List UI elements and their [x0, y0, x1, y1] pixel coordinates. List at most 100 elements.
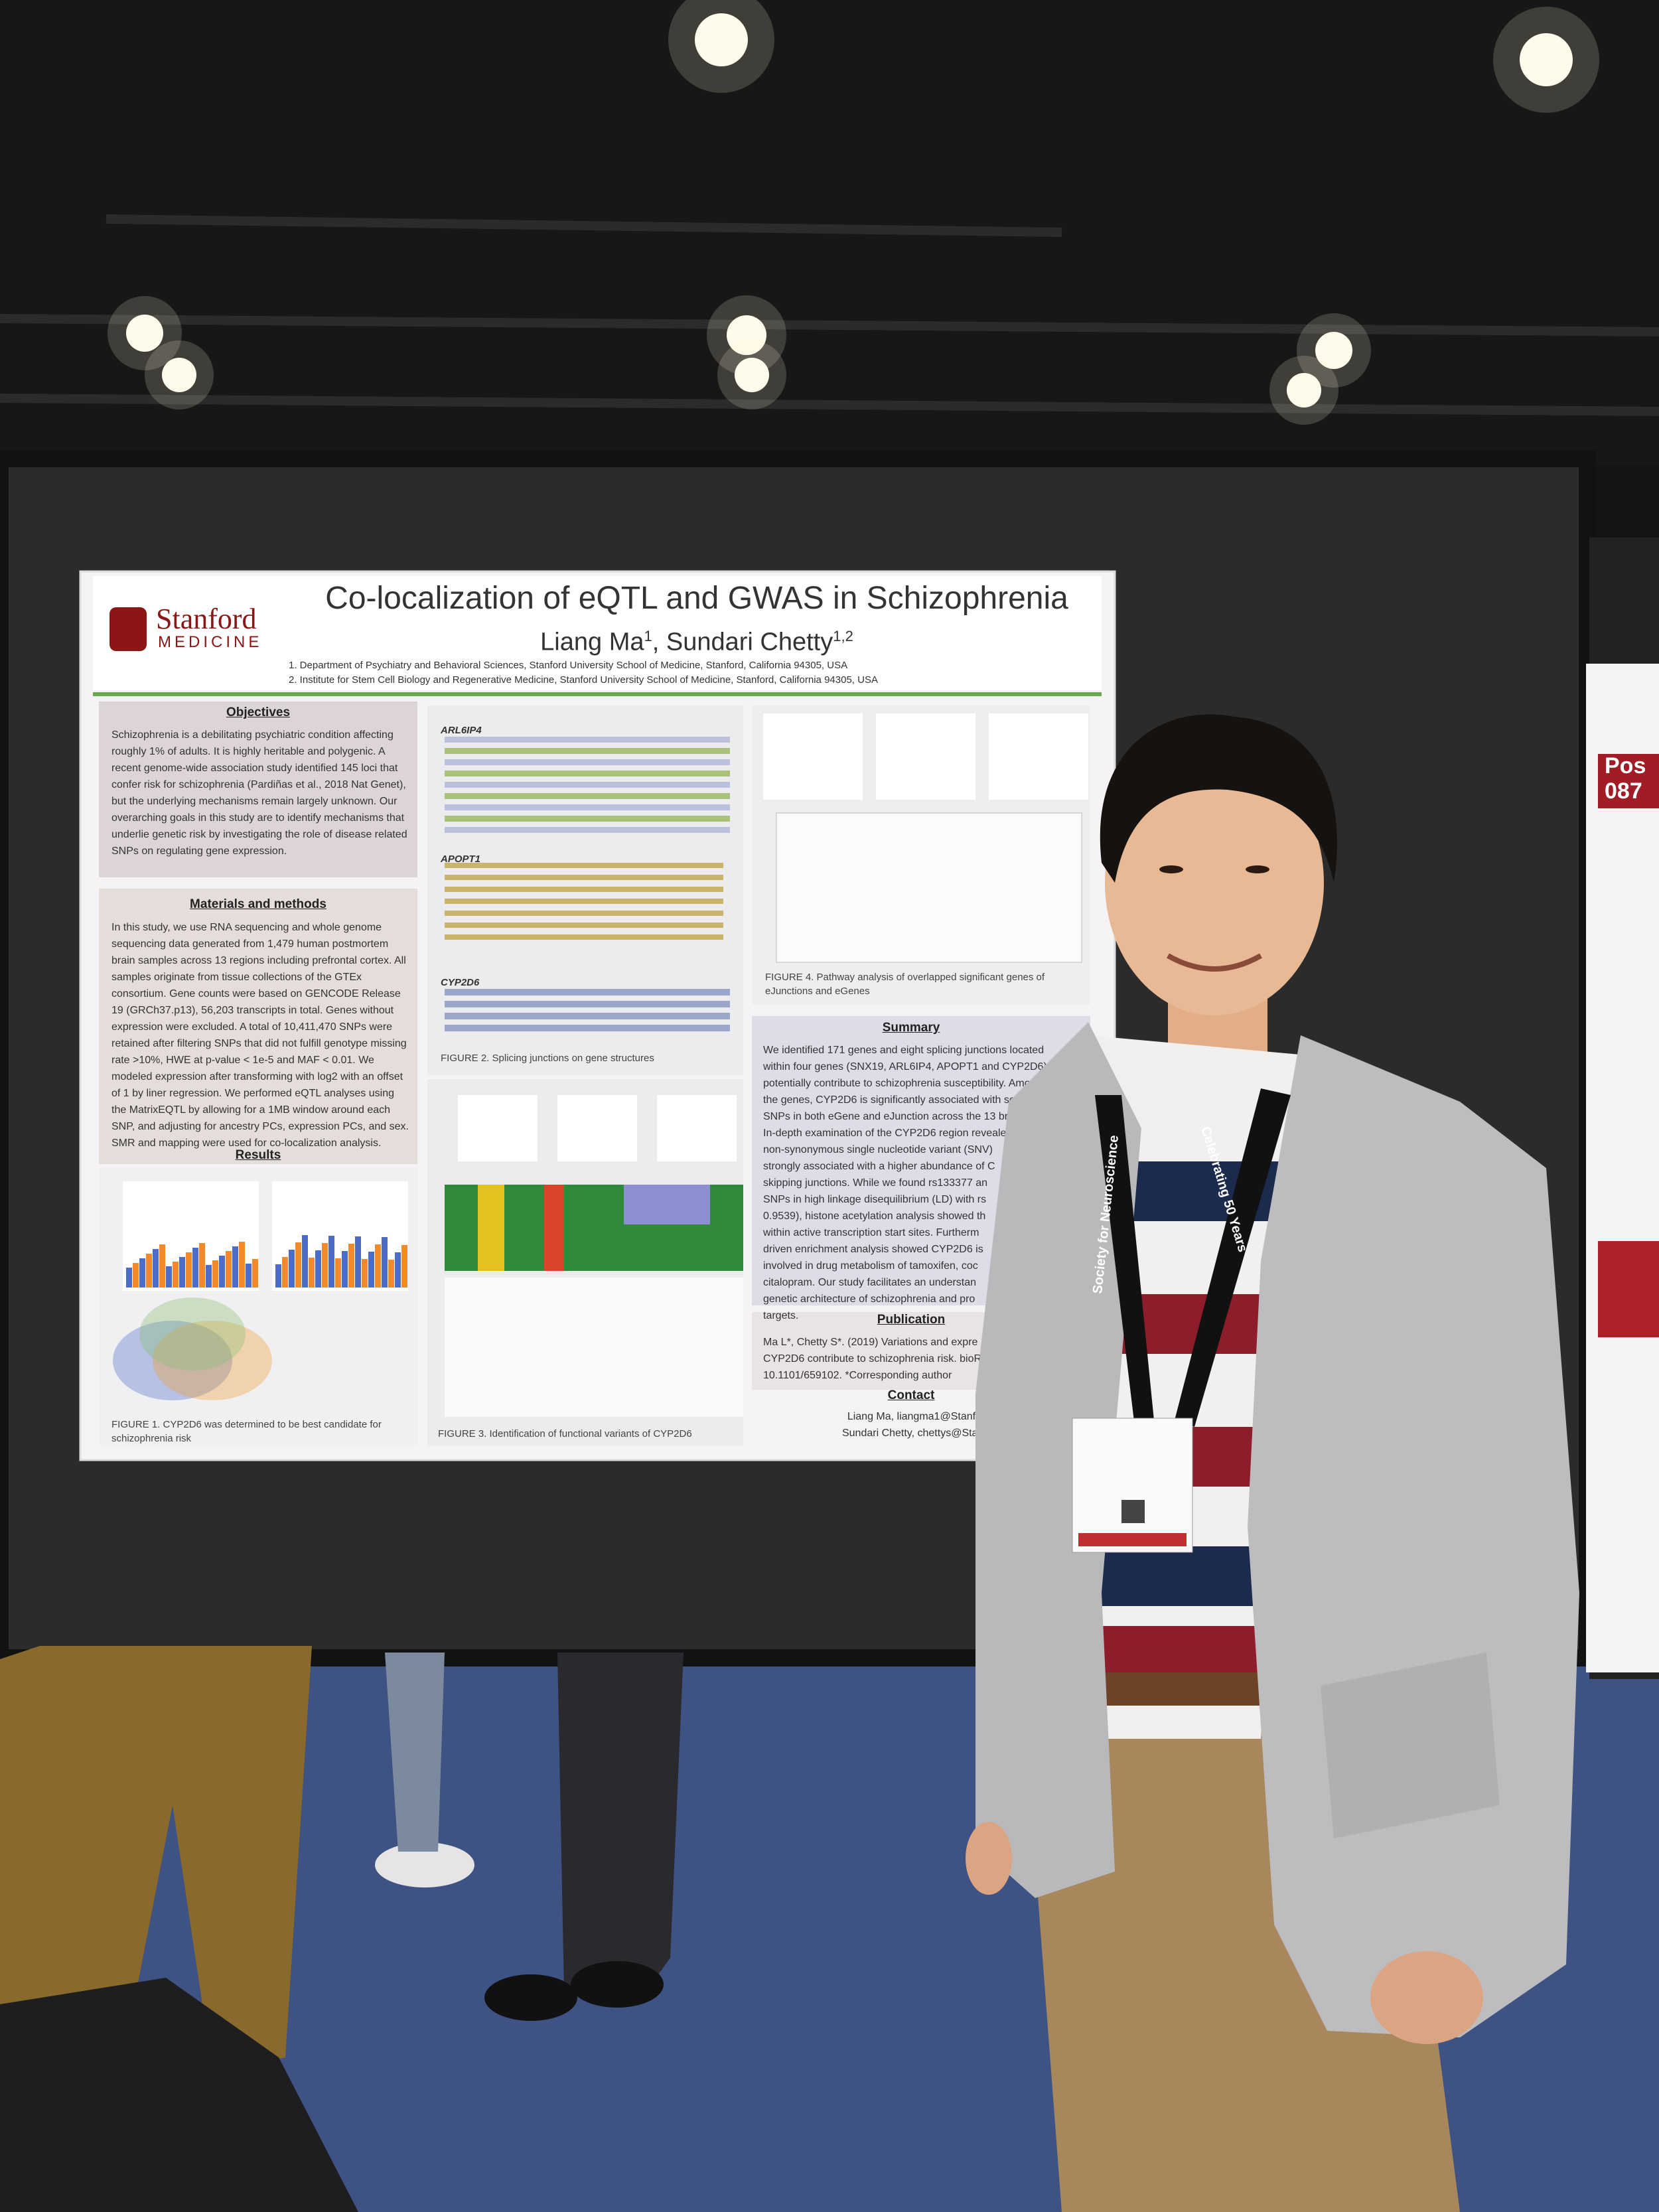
manhattan-bar	[395, 1252, 401, 1288]
neighbor-poster-label: Pos	[1605, 753, 1646, 778]
logo-shield	[109, 607, 147, 651]
summary-line: SNPs in both eGene and eJunction across …	[763, 1111, 1029, 1122]
scatter-plot	[763, 713, 863, 800]
logo-sub: MEDICINE	[158, 633, 263, 651]
summary-line: potentially contribute to schizophrenia …	[763, 1078, 1043, 1089]
author-name: Liang Ma	[540, 628, 644, 656]
person-hair	[1100, 714, 1337, 883]
logo-name: Stanford	[156, 603, 257, 635]
manhattan-bar	[219, 1256, 225, 1288]
exon-track	[445, 875, 723, 880]
exon-track	[445, 804, 730, 810]
ceiling-light	[1315, 332, 1352, 369]
author-name: Sundari Chetty	[666, 628, 833, 656]
summary-line: skipping junctions. While we found rs133…	[763, 1177, 987, 1189]
manhattan-bar	[289, 1250, 295, 1288]
manhattan-bar	[382, 1237, 388, 1288]
gene-label: APOPT1	[441, 853, 481, 865]
affiliation: 2. Institute for Stem Cell Biology and R…	[289, 674, 878, 686]
locus-plot	[557, 1095, 637, 1161]
exon-track	[445, 899, 723, 904]
manhattan-bar	[348, 1244, 354, 1288]
background-shoe	[375, 1842, 474, 1887]
manhattan-bar	[186, 1252, 192, 1288]
exon-track	[445, 863, 723, 868]
person-eye	[1246, 865, 1269, 873]
background-person-legs	[385, 1653, 445, 1852]
locus-plot	[657, 1095, 737, 1161]
heatmap-band	[624, 1185, 710, 1224]
background-person-pants	[0, 1646, 312, 2071]
venn-circle	[153, 1321, 272, 1400]
exon-track	[445, 1013, 730, 1019]
contact-line: Liang Ma, liangma1@Stanford	[847, 1411, 991, 1422]
heatmap-band	[544, 1185, 564, 1271]
locus-plot	[458, 1095, 538, 1161]
neighbor-poster	[1586, 664, 1659, 1672]
person-hand	[1370, 1951, 1483, 2044]
summary-line: 0.9539), histone acetylation analysis sh…	[763, 1211, 986, 1222]
exon-track	[445, 816, 730, 822]
publication-line: CYP2D6 contribute to schizophrenia risk.…	[763, 1353, 982, 1364]
background-person-jacket	[0, 1978, 358, 2212]
neighbor-poster-number: 087	[1605, 778, 1642, 804]
background-person-legs	[557, 1653, 684, 2004]
exon-track	[445, 922, 723, 928]
manhattan-bar	[309, 1258, 315, 1288]
manhattan-bar	[159, 1244, 165, 1288]
exon-track	[445, 989, 730, 995]
ceiling-beam	[0, 394, 1659, 416]
manhattan-bar	[315, 1250, 321, 1288]
gene-label: CYP2D6	[441, 977, 480, 988]
contact-line: Sundari Chetty, chettys@Stanfor	[841, 1428, 997, 1439]
manhattan-bar	[133, 1263, 139, 1288]
venn-circle	[113, 1321, 232, 1400]
summary-line: within four genes (SNX19, ARL6IP4, APOPT…	[763, 1061, 1068, 1072]
background-shoe	[484, 1974, 577, 2021]
poster-panel	[99, 701, 417, 877]
author-affiliation: 1,2	[833, 628, 853, 644]
summary-line: SNPs in high linkage disequilibrium (LD)…	[763, 1194, 987, 1205]
person-smile	[1167, 953, 1262, 972]
exon-track	[445, 793, 730, 799]
author-affiliation: 1	[644, 628, 652, 644]
manhattan-bar	[232, 1246, 238, 1288]
manhattan-bar	[206, 1265, 212, 1288]
manhattan-bar	[212, 1260, 218, 1288]
manhattan-bar	[126, 1268, 132, 1288]
poster-title: Co-localization of eQTL and GWAS in Schi…	[325, 581, 1068, 616]
ceiling-light	[162, 358, 196, 392]
summary-line: driven enrichment analysis showed CYP2D6…	[763, 1244, 983, 1255]
exon-track	[445, 887, 723, 892]
section-heading: Objectives	[226, 705, 291, 719]
jacket-pocket	[1321, 1653, 1500, 1838]
manhattan-bar	[355, 1236, 361, 1288]
summary-line: In-depth examination of the CYP2D6 regio…	[763, 1128, 1007, 1139]
manhattan-bar	[252, 1259, 258, 1288]
person-eye	[1159, 865, 1183, 873]
exon-track	[445, 771, 730, 776]
contact-text: Liang Ma, liangma1@Stanford Sundari Chett…	[763, 1408, 1075, 1441]
manhattan-bar	[192, 1248, 198, 1288]
figure-caption: FIGURE 4. Pathway analysis of overlapped…	[765, 972, 1045, 997]
manhattan-bar	[388, 1260, 394, 1288]
summary-line: We identified 171 genes and eight splici…	[763, 1045, 1045, 1056]
summary-line: targets.	[763, 1310, 799, 1321]
manhattan-bar	[362, 1259, 368, 1288]
summary-line: strongly associated with a higher abunda…	[763, 1161, 995, 1172]
summary-line: the genes, CYP2D6 is significantly assoc…	[763, 1094, 1050, 1106]
exon-track	[445, 782, 730, 788]
ceiling-light	[1520, 33, 1573, 86]
summary-line: involved in drug metabolism of tamoxifen…	[763, 1260, 978, 1272]
manhattan-bar	[328, 1236, 334, 1288]
section-heading: Publication	[877, 1313, 946, 1327]
signal-tracks	[445, 1278, 743, 1417]
summary-line: genetic architecture of schizophrenia an…	[763, 1293, 975, 1305]
ceiling-light	[1287, 373, 1321, 407]
exon-track	[445, 911, 723, 916]
figure-caption: FIGURE 2. Splicing junctions on gene str…	[441, 1053, 654, 1064]
manhattan-bar	[322, 1243, 328, 1288]
